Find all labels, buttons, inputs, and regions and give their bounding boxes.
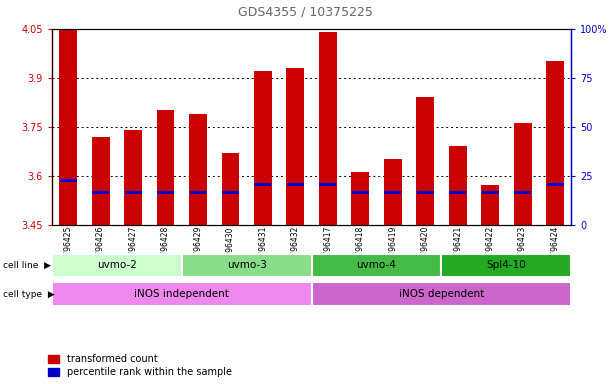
Text: GDS4355 / 10375225: GDS4355 / 10375225 xyxy=(238,6,373,19)
Bar xyxy=(417,191,434,194)
Bar xyxy=(384,191,401,194)
Bar xyxy=(481,191,499,194)
Bar xyxy=(92,137,109,225)
Bar xyxy=(351,172,369,225)
Text: uvmo-2: uvmo-2 xyxy=(97,260,137,270)
Bar xyxy=(189,114,207,225)
Bar xyxy=(416,98,434,225)
Bar xyxy=(287,183,304,187)
Bar xyxy=(125,191,142,194)
Bar xyxy=(547,183,563,187)
Bar xyxy=(312,282,571,306)
Bar xyxy=(156,111,175,225)
Text: Spl4-10: Spl4-10 xyxy=(486,260,526,270)
Bar xyxy=(514,191,531,194)
Text: uvmo-4: uvmo-4 xyxy=(357,260,397,270)
Bar xyxy=(52,282,312,306)
Bar xyxy=(352,191,369,194)
Bar xyxy=(182,253,312,277)
Bar xyxy=(254,71,272,225)
Bar xyxy=(157,191,174,194)
Legend: transformed count, percentile rank within the sample: transformed count, percentile rank withi… xyxy=(48,354,232,377)
Bar xyxy=(60,179,76,182)
Bar xyxy=(312,253,442,277)
Bar xyxy=(59,29,77,225)
Text: iNOS dependent: iNOS dependent xyxy=(399,289,484,299)
Bar xyxy=(92,191,109,194)
Bar xyxy=(222,191,239,194)
Text: cell type  ▶: cell type ▶ xyxy=(3,290,55,299)
Bar xyxy=(449,191,466,194)
Text: uvmo-3: uvmo-3 xyxy=(227,260,266,270)
Bar xyxy=(124,130,142,225)
Text: iNOS independent: iNOS independent xyxy=(134,289,229,299)
Bar xyxy=(481,185,499,225)
Bar xyxy=(254,183,271,187)
Bar xyxy=(189,191,207,194)
Bar xyxy=(448,146,467,225)
Bar xyxy=(514,124,532,225)
Text: cell line  ▶: cell line ▶ xyxy=(3,261,51,270)
Bar xyxy=(546,61,564,225)
Bar xyxy=(320,183,336,187)
Bar xyxy=(384,159,401,225)
Bar xyxy=(442,253,571,277)
Bar xyxy=(222,153,240,225)
Bar xyxy=(319,32,337,225)
Bar xyxy=(52,253,182,277)
Bar xyxy=(287,68,304,225)
